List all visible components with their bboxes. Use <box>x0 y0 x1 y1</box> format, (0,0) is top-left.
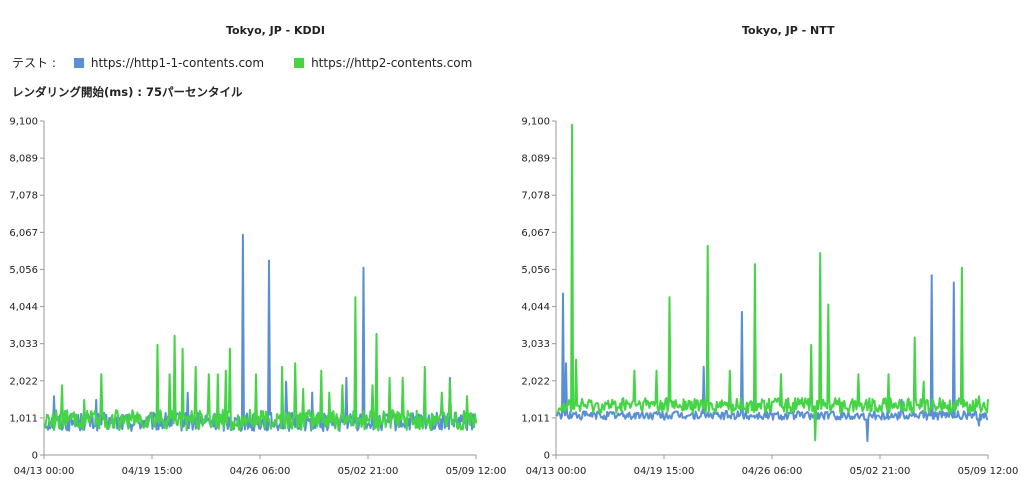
legend-swatch-http1 <box>73 57 84 68</box>
x-tick-label: 04/19 15:00 <box>634 466 695 477</box>
series-line-http2[interactable] <box>556 123 989 442</box>
y-tick-label: 1,011 <box>9 413 38 424</box>
x-tick-label: 04/26 06:00 <box>742 466 803 477</box>
x-tick-label: 04/13 00:00 <box>526 466 587 477</box>
y-tick-label: 9,100 <box>521 117 550 128</box>
y-tick-label: 8,089 <box>9 154 38 165</box>
y-tick-label: 2,022 <box>9 376 38 387</box>
legend-text-http1: https://http1-1-contents.com <box>90 55 265 70</box>
x-tick-label: 04/19 15:00 <box>122 466 183 477</box>
x-tick-label: 05/02 21:00 <box>850 466 911 477</box>
y-tick-label: 3,033 <box>9 339 38 350</box>
metric-label: レンダリング開始(ms) : 75パーセンタイル <box>12 85 243 99</box>
y-tick-label: 2,022 <box>521 376 550 387</box>
y-tick-label: 5,056 <box>521 265 550 276</box>
y-tick-label: 4,044 <box>521 302 550 313</box>
x-tick-label: 05/09 12:00 <box>958 466 1019 477</box>
series-line-http1[interactable] <box>44 233 477 433</box>
y-tick-label: 5,056 <box>9 265 38 276</box>
y-tick-label: 9,100 <box>9 117 38 128</box>
legend-item-http2[interactable]: https://http2-contents.com <box>294 56 472 70</box>
y-tick-label: 7,078 <box>9 191 38 202</box>
x-tick-label: 04/26 06:00 <box>230 466 291 477</box>
legend-text-http2: https://http2-contents.com <box>311 55 473 70</box>
y-tick-label: 3,033 <box>521 339 550 350</box>
legend-label: テスト : <box>12 56 56 70</box>
x-tick-label: 05/09 12:00 <box>446 466 507 477</box>
series-line-http2[interactable] <box>44 296 477 432</box>
y-tick-label: 0 <box>544 451 550 462</box>
y-tick-label: 6,067 <box>9 228 38 239</box>
chart-kddi: 0 1,011 2,022 3,033 4,044 5,056 6,067 7,078 8,08… <box>9 117 507 478</box>
legend-swatch-http2 <box>294 57 305 68</box>
series-line-http1[interactable] <box>556 274 989 443</box>
legend: テスト : https://http1-1-contents.com https… <box>12 54 502 71</box>
y-tick-label: 7,078 <box>521 191 550 202</box>
x-tick-label: 04/13 00:00 <box>14 466 75 477</box>
y-tick-label: 1,011 <box>521 413 550 424</box>
y-tick-label: 4,044 <box>9 302 38 313</box>
y-tick-label: 6,067 <box>521 228 550 239</box>
chart-title-kddi: Tokyo, JP - KDDI <box>226 24 325 37</box>
y-tick-label: 8,089 <box>521 154 550 165</box>
y-tick-label: 0 <box>32 451 38 462</box>
chart-title-ntt: Tokyo, JP - NTT <box>742 24 835 37</box>
x-tick-label: 05/02 21:00 <box>338 466 399 477</box>
chart-ntt: 0 1,011 2,022 3,033 4,044 5,056 6,067 7,078 8,08… <box>521 117 1019 478</box>
legend-item-http1[interactable]: https://http1-1-contents.com <box>73 55 265 70</box>
